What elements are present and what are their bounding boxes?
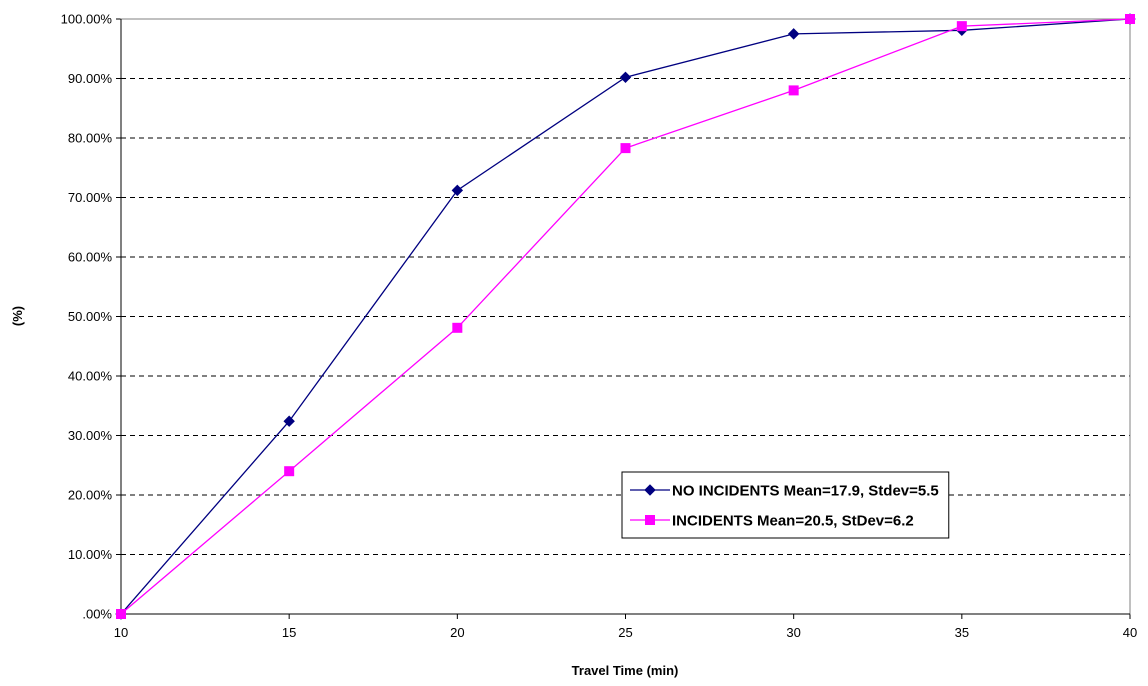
y-tick-label: 30.00% (68, 428, 113, 443)
legend: NO INCIDENTS Mean=17.9, Stdev=5.5 INCIDEN… (621, 471, 950, 539)
tick-labels: .00% 10.00% 20.00% 30.00% 40.00% 50.00% 60.00%… (61, 12, 1138, 641)
data-point (452, 322, 463, 333)
y-tick-label: 10.00% (68, 547, 113, 562)
series-group (115, 13, 1136, 620)
x-tick-label: 15 (282, 625, 296, 640)
data-point (284, 466, 295, 477)
y-tick-label: 50.00% (68, 309, 113, 324)
y-tick-label: 60.00% (68, 250, 113, 265)
y-tick-label: 70.00% (68, 190, 113, 205)
legend-swatch-marker (644, 484, 656, 496)
y-axis-title: (%) (10, 306, 25, 326)
x-axis-title: Travel Time (min) (572, 663, 679, 678)
data-point (787, 28, 800, 40)
y-tick-label: 80.00% (68, 131, 113, 146)
x-tick-label: 25 (618, 625, 632, 640)
legend-label: INCIDENTS Mean=20.5, StDev=6.2 (672, 513, 914, 530)
legend-box (621, 471, 950, 539)
legend-label: NO INCIDENTS Mean=17.9, Stdev=5.5 (672, 483, 939, 500)
x-tick-label: 35 (955, 625, 969, 640)
data-point (620, 143, 631, 154)
y-tick-label: 90.00% (68, 71, 113, 86)
series-2 (116, 14, 1135, 619)
data-point (1125, 14, 1135, 24)
data-point (116, 609, 126, 619)
y-tick-label: 20.00% (68, 488, 113, 503)
x-tick-label: 20 (450, 625, 464, 640)
data-point (788, 85, 799, 96)
legend-item: INCIDENTS Mean=20.5, StDev=6.2 (630, 513, 914, 530)
data-point (451, 184, 464, 197)
y-tick-label: 100.00% (61, 12, 113, 27)
y-tick-label: .00% (82, 607, 112, 622)
x-tick-label: 40 (1123, 625, 1137, 640)
data-point (283, 415, 295, 427)
legend-swatch-marker (645, 515, 655, 525)
legend-item: NO INCIDENTS Mean=17.9, Stdev=5.5 (630, 483, 939, 500)
x-tick-label: 10 (114, 625, 128, 640)
axes (116, 18, 1131, 619)
data-point (956, 21, 967, 32)
data-point (619, 71, 632, 84)
y-tick-label: 40.00% (68, 369, 113, 384)
x-tick-label: 30 (786, 625, 800, 640)
